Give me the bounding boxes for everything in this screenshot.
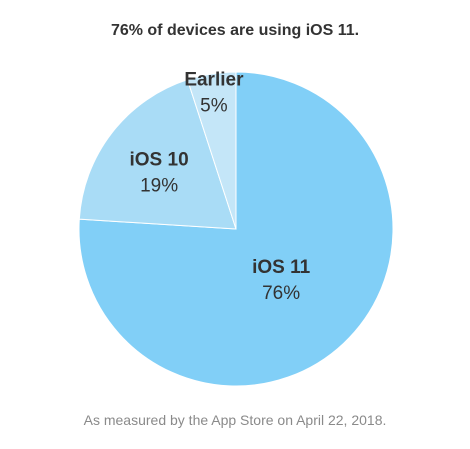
slice-value-ios-11: 76% (262, 283, 300, 304)
slice-value-earlier: 5% (200, 95, 228, 116)
slice-value-ios-10: 19% (140, 175, 178, 196)
pie-labels: iOS 11 76% iOS 10 19% Earlier 5% (130, 69, 311, 304)
slice-label-earlier: Earlier (184, 69, 244, 90)
slice-label-ios-11: iOS 11 (252, 257, 311, 278)
pie-slices (78, 71, 394, 387)
chart-footnote: As measured by the App Store on April 22… (83, 412, 387, 428)
slice-label-ios-10: iOS 10 (130, 149, 189, 170)
pie-slice-ios-11 (78, 71, 394, 387)
pie-slice-ios-10 (78, 79, 237, 230)
chart-title: 76% of devices are using iOS 11. (110, 22, 360, 39)
pie-slice-earlier (186, 71, 237, 230)
